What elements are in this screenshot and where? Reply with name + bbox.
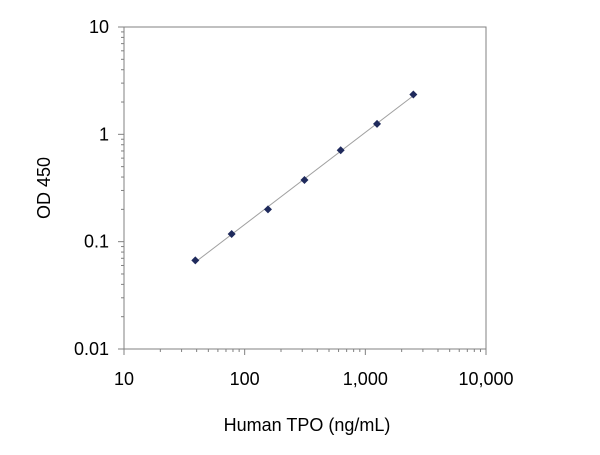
y-tick-label: 0.1 (84, 232, 109, 252)
y-tick-label: 0.01 (74, 339, 109, 359)
x-tick-label: 100 (230, 369, 260, 389)
data-point (300, 176, 309, 185)
x-axis-ticks: 10 100 1,000 10,000 (114, 349, 514, 389)
data-point (409, 90, 418, 99)
data-point (373, 119, 382, 128)
data-point (263, 205, 272, 214)
y-axis-label: OD 450 (34, 157, 54, 219)
data-points (191, 90, 418, 265)
y-tick-label: 1 (99, 124, 109, 144)
data-point (191, 256, 200, 265)
x-tick-label: 1,000 (343, 369, 388, 389)
x-tick-label: 10 (114, 369, 134, 389)
data-point (336, 146, 345, 155)
y-axis-ticks: 0.01 0.1 1 10 (74, 17, 124, 359)
y-tick-label: 10 (89, 17, 109, 37)
x-axis-label: Human TPO (ng/mL) (224, 415, 391, 435)
plot-area (123, 26, 487, 350)
data-point (227, 229, 236, 238)
x-tick-label: 10,000 (458, 369, 513, 389)
